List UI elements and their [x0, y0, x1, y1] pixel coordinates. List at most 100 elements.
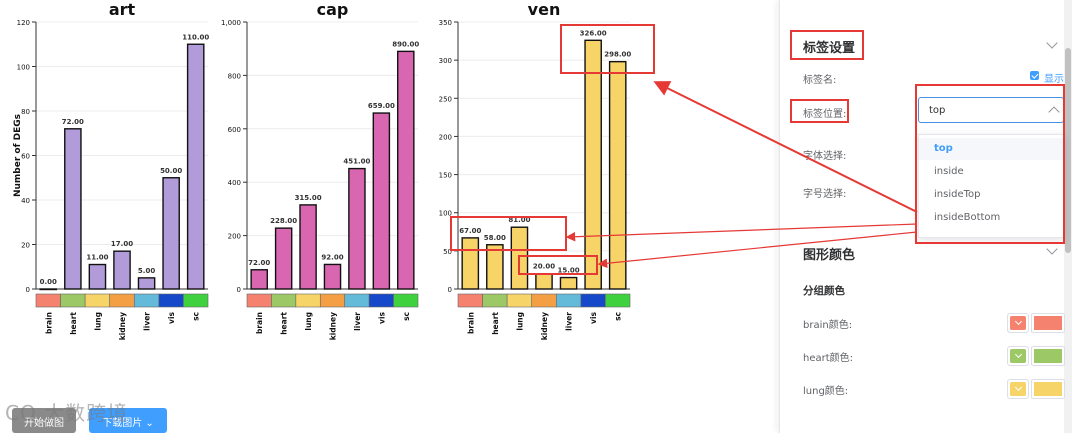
data-label: 81.00 — [508, 216, 530, 224]
group-strip-brain — [35, 293, 61, 308]
y-tick-label: 300 — [439, 57, 452, 65]
annotation-box-label-section — [790, 30, 864, 60]
y-tick-label: 200 — [439, 133, 452, 141]
y-tick-label: 100 — [17, 64, 30, 72]
bar-cap-vis — [372, 112, 391, 290]
x-tick-label: brain — [466, 312, 475, 334]
lung-color-preview[interactable] — [1031, 379, 1065, 399]
bar-art-kidney — [113, 250, 131, 290]
font-select-label: 字体选择: — [803, 151, 847, 162]
label-settings-title[interactable]: 标签设置 — [803, 41, 856, 56]
option-insidebottom[interactable]: insideBottom — [934, 212, 1001, 223]
x-tick-label: heart — [491, 312, 500, 335]
label-position-select[interactable]: top — [918, 97, 1064, 123]
bar-ven-vis — [584, 39, 602, 290]
chart-title-cap: cap — [317, 0, 349, 19]
x-tick-label: lung — [515, 312, 524, 331]
y-tick-label: 80 — [21, 108, 30, 116]
font-size-select-label: 字号选择: — [803, 189, 847, 200]
group-strip-kidney — [531, 293, 557, 308]
group-strip-lung — [295, 293, 321, 308]
data-label: 11.00 — [86, 254, 108, 262]
data-label: 890.00 — [392, 40, 419, 48]
data-label: 451.00 — [343, 158, 370, 166]
bar-art-vis — [162, 177, 180, 290]
lung-color-fill — [1010, 382, 1026, 396]
shape-color-title[interactable]: 图形颜色 — [803, 248, 856, 263]
group-strip-vis — [368, 293, 394, 308]
bar-cap-lung — [299, 204, 317, 290]
option-top[interactable]: top — [919, 138, 1063, 160]
group-strip-kidney — [319, 293, 346, 308]
y-tick-label: 0 — [448, 286, 452, 294]
show-label-text[interactable]: 显示 — [1044, 74, 1064, 85]
data-label: 0.00 — [40, 278, 57, 286]
data-label: 659.00 — [368, 102, 395, 110]
group-strip-vis — [580, 293, 606, 308]
heart-color-picker[interactable] — [1007, 346, 1029, 366]
label-position-value: top — [929, 105, 946, 116]
label-name-label: 标签名: — [803, 75, 837, 86]
data-label: 50.00 — [160, 167, 182, 175]
bar-cap-liver — [348, 167, 366, 290]
x-tick-label: lung — [93, 312, 102, 331]
x-tick-label: kidney — [329, 312, 338, 340]
start-plot-button[interactable]: 开始做图 — [12, 408, 76, 433]
y-tick-label: 350 — [439, 19, 452, 27]
heart-color-preview-fill — [1034, 349, 1062, 363]
x-tick-label: brain — [44, 312, 53, 334]
label-position-label: 标签位置: — [803, 109, 847, 120]
bar-art-liver — [137, 277, 156, 290]
show-label-checkbox[interactable] — [1030, 71, 1039, 80]
bar-art-sc — [186, 43, 205, 290]
bar-cap-brain — [250, 269, 268, 290]
export-button[interactable]: 下载图片 ⌄ — [89, 408, 167, 433]
y-axis-label: Number of DEGs — [13, 114, 23, 197]
x-tick-label: kidney — [540, 312, 549, 340]
group-strip-heart — [482, 293, 508, 308]
group-strip-brain — [246, 293, 272, 308]
group-strip-kidney — [109, 293, 135, 308]
y-tick-label: 200 — [228, 233, 241, 241]
group-strip-heart — [60, 293, 86, 308]
y-tick-label: 20 — [21, 242, 30, 250]
data-label: 72.00 — [62, 118, 84, 126]
brain-color-picker[interactable] — [1007, 313, 1029, 333]
brain-color-fill — [1010, 316, 1026, 330]
y-tick-label: 40 — [21, 197, 30, 205]
export-label: 下载图片 — [102, 418, 143, 429]
lung-color-picker[interactable] — [1007, 379, 1029, 399]
y-tick-label: 60 — [21, 153, 30, 161]
annotation-box-ven-top-labels — [560, 24, 655, 74]
group-strip-lung — [84, 293, 111, 308]
y-tick-label: 600 — [228, 126, 241, 134]
bar-ven-liver — [559, 276, 578, 290]
x-tick-label: vis — [377, 311, 386, 323]
x-tick-label: liver — [565, 312, 574, 331]
heart-color-preview[interactable] — [1031, 346, 1065, 366]
group-strip-liver — [555, 293, 582, 308]
bar-cap-heart — [274, 227, 293, 290]
watermark: CO 大数跨境 — [5, 401, 129, 425]
option-insidetop[interactable]: insideTop — [934, 189, 981, 200]
y-tick-label: 150 — [439, 172, 452, 180]
bar-art-heart — [64, 128, 82, 290]
chevron-down-icon: ⌄ — [145, 418, 154, 429]
annotation-box-ven-small-labels — [518, 255, 598, 275]
chart-title-art: art — [109, 0, 136, 19]
brain-color-preview[interactable] — [1031, 313, 1065, 333]
x-tick-label: sc — [402, 312, 411, 321]
data-label: 5.00 — [138, 267, 155, 275]
group-strip-brain — [457, 293, 483, 308]
x-tick-label: heart — [69, 312, 78, 335]
panel-scrollbar-thumb[interactable] — [1065, 48, 1071, 253]
group-color-title: 分组颜色 — [803, 285, 845, 297]
brain-color-preview-fill — [1034, 316, 1062, 330]
group-strip-sc — [183, 293, 209, 308]
y-tick-label: 50 — [443, 248, 452, 256]
x-tick-label: lung — [304, 312, 313, 331]
option-inside[interactable]: inside — [934, 166, 964, 177]
group-strip-sc — [393, 293, 419, 308]
data-label: 72.00 — [248, 259, 270, 267]
bar-cap-kidney — [323, 263, 342, 290]
